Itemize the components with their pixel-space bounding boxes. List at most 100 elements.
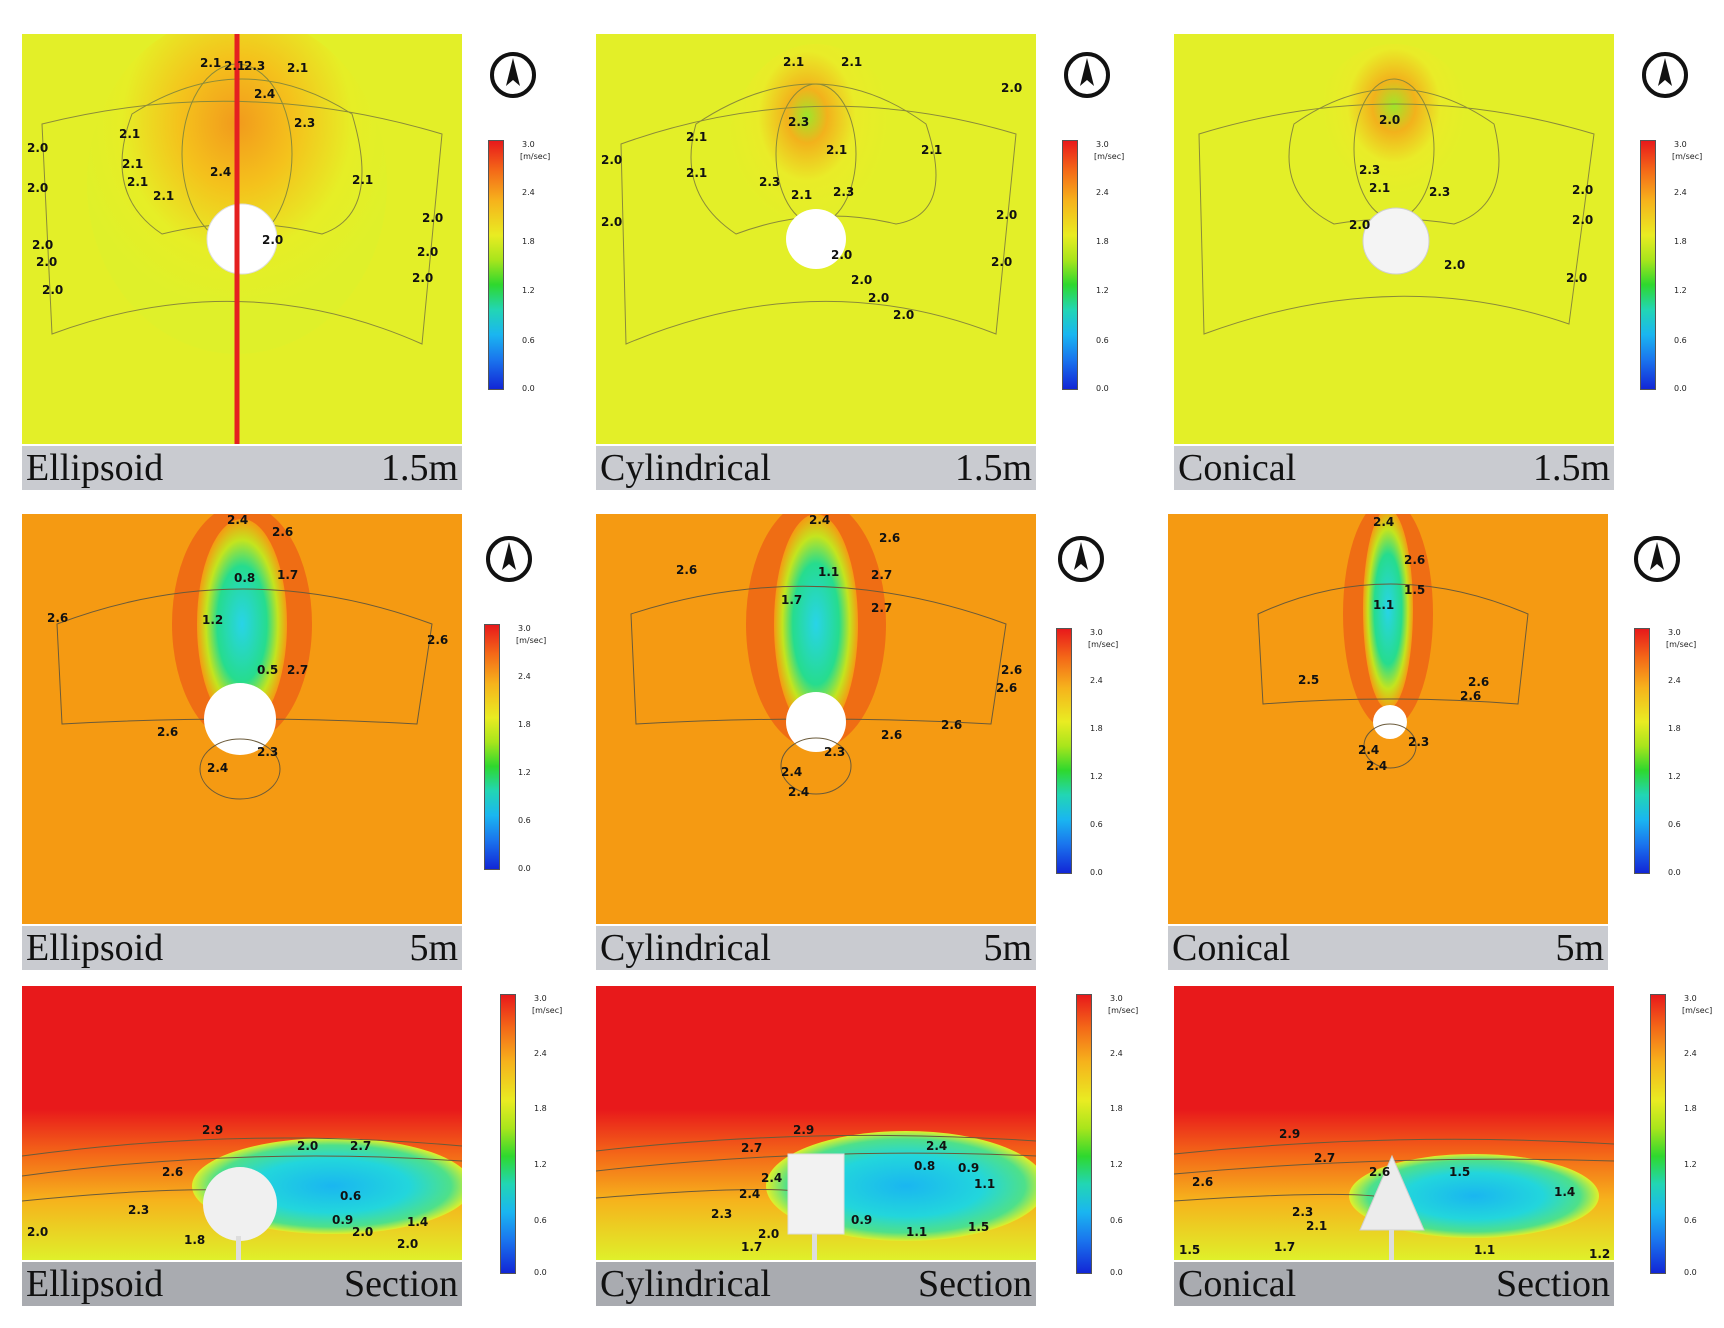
- shape-label: Ellipsoid: [26, 447, 164, 489]
- contour-label: 2.0: [1572, 183, 1593, 197]
- contour-label: 2.1: [119, 127, 140, 141]
- contour-plot: 2.1 2.1 2.0 2.1 2.3 2.1 2.1 2.3 2.1 2.3 …: [596, 34, 1036, 444]
- contour-label: 2.3: [1408, 735, 1429, 749]
- level-label: Section: [1496, 1263, 1610, 1305]
- contour-label: 2.4: [1366, 759, 1387, 773]
- contour-label: 2.6: [676, 563, 697, 577]
- contour-label: 1.7: [781, 593, 802, 607]
- contour-label: 2.7: [350, 1139, 371, 1153]
- contour-label: 2.3: [788, 115, 809, 129]
- contour-label: 1.5: [1404, 583, 1425, 597]
- panel-cylindrical-5m: 2.4 2.6 2.6 1.1 1.7 2.7 2.7 2.6 2.6 2.6 …: [596, 514, 1036, 970]
- contour-label: 2.0: [831, 248, 852, 262]
- contour-label: 2.1: [224, 59, 245, 73]
- contour-label: 1.5: [1449, 1165, 1470, 1179]
- contour-label: 2.1: [791, 188, 812, 202]
- contour-label: 2.1: [200, 56, 221, 70]
- contour-label: 2.4: [1373, 515, 1394, 529]
- contour-label: 2.0: [868, 291, 889, 305]
- contour-label: 1.7: [277, 568, 298, 582]
- contour-label: 1.1: [1373, 598, 1394, 612]
- contour-label: 2.0: [758, 1227, 779, 1241]
- contour-label: 2.0: [601, 215, 622, 229]
- contour-label: 1.2: [202, 613, 223, 627]
- contour-label: 2.4: [1358, 743, 1379, 757]
- contour-label: 2.0: [27, 181, 48, 195]
- panel-cylindrical-1-5m: 2.1 2.1 2.0 2.1 2.3 2.1 2.1 2.3 2.1 2.3 …: [596, 34, 1036, 490]
- contour-label: 2.0: [1566, 271, 1587, 285]
- contour-label: 2.0: [36, 255, 57, 269]
- contour-label: 0.5: [257, 663, 278, 677]
- panel-caption: Ellipsoid 1.5m: [22, 446, 462, 490]
- contour-label: 0.9: [851, 1213, 872, 1227]
- panel-caption: Cylindrical 1.5m: [596, 446, 1036, 490]
- panel-caption: Conical Section: [1174, 1262, 1614, 1306]
- contour-labels: 2.9 2.7 2.4 2.4 2.4 0.8 0.9 1.1 2.3 2.0 …: [711, 1123, 995, 1254]
- level-label: Section: [344, 1263, 458, 1305]
- contour-label: 2.1: [921, 143, 942, 157]
- contour-plot: 2.9 2.7 2.4 2.4 2.4 0.8 0.9 1.1 2.3 2.0 …: [596, 986, 1036, 1260]
- contour-label: 2.6: [272, 525, 293, 539]
- contour-label: 2.0: [32, 238, 53, 252]
- contour-labels: 2.4 2.6 2.6 1.1 1.7 2.7 2.7 2.6 2.6 2.6 …: [676, 514, 1022, 799]
- contour-label: 1.4: [407, 1215, 428, 1229]
- panel-caption: Ellipsoid Section: [22, 1262, 462, 1306]
- contour-label: 2.3: [294, 116, 315, 130]
- north-arrow-icon: [484, 534, 534, 584]
- contour-label: 2.4: [207, 761, 228, 775]
- contour-plot: 2.9 2.7 2.0 2.6 2.3 0.6 0.9 2.0 1.8 2.0 …: [22, 986, 462, 1260]
- contour-labels: 2.1 2.1 2.3 2.1 2.4 2.3 2.1 2.1 2.1 2.1 …: [27, 56, 443, 297]
- panel-cylindrical-section: 2.9 2.7 2.4 2.4 2.4 0.8 0.9 1.1 2.3 2.0 …: [596, 986, 1036, 1306]
- contour-label: 2.5: [1298, 673, 1319, 687]
- contour-label: 0.6: [340, 1189, 361, 1203]
- panel-conical-5m: 2.4 2.6 1.5 1.1 2.5 2.6 2.6 2.3 2.4 2.4 …: [1168, 514, 1608, 970]
- shape-label: Ellipsoid: [26, 927, 164, 969]
- contour-label: 1.5: [968, 1220, 989, 1234]
- contour-label: 2.4: [809, 514, 830, 527]
- contour-label: 2.1: [127, 175, 148, 189]
- contour-label: 1.1: [974, 1177, 995, 1191]
- contour-label: 2.6: [47, 611, 68, 625]
- shape-label: Cylindrical: [600, 1263, 771, 1305]
- contour-label: 2.1: [783, 55, 804, 69]
- contour-label: 2.9: [202, 1123, 223, 1137]
- level-label: 1.5m: [380, 447, 458, 489]
- contour-label: 2.3: [244, 59, 265, 73]
- contour-label: 2.0: [397, 1237, 418, 1251]
- contour-label: 2.1: [153, 189, 174, 203]
- shape-label: Conical: [1172, 927, 1291, 969]
- north-arrow-icon: [1640, 50, 1690, 100]
- contour-label: 2.1: [841, 55, 862, 69]
- contour-label: 1.4: [1554, 1185, 1575, 1199]
- contour-labels: 2.1 2.1 2.0 2.1 2.3 2.1 2.1 2.3 2.1 2.3 …: [601, 55, 1022, 322]
- level-label: 1.5m: [1532, 447, 1610, 489]
- contour-label: 2.6: [996, 681, 1017, 695]
- contour-label: 2.6: [879, 531, 900, 545]
- level-label: Section: [918, 1263, 1032, 1305]
- contour-label: 2.3: [824, 745, 845, 759]
- panel-caption: Cylindrical Section: [596, 1262, 1036, 1306]
- shape-label: Conical: [1178, 447, 1297, 489]
- contour-label: 2.1: [686, 166, 707, 180]
- contour-plot: 2.0 2.3 2.1 2.3 2.0 2.0 2.0 2.0 2.0: [1174, 34, 1614, 444]
- contour-label: 2.1: [352, 173, 373, 187]
- contour-label: 2.7: [871, 568, 892, 582]
- shape-label: Cylindrical: [600, 927, 771, 969]
- contour-label: 2.1: [1306, 1219, 1327, 1233]
- contour-label: 2.6: [157, 725, 178, 739]
- contour-label: 2.0: [1001, 81, 1022, 95]
- contour-label: 2.0: [1349, 218, 1370, 232]
- panel-caption: Conical 1.5m: [1174, 446, 1614, 490]
- contour-label: 2.6: [1460, 689, 1481, 703]
- level-label: 5m: [409, 927, 458, 969]
- contour-label: 2.0: [851, 273, 872, 287]
- contour-label: 2.3: [128, 1203, 149, 1217]
- contour-label: 2.4: [926, 1139, 947, 1153]
- contour-label: 2.6: [881, 728, 902, 742]
- contour-label: 2.0: [262, 233, 283, 247]
- contour-label: 2.4: [210, 165, 231, 179]
- panel-conical-1-5m: 2.0 2.3 2.1 2.3 2.0 2.0 2.0 2.0 2.0 Coni…: [1174, 34, 1614, 490]
- panel-conical-section: 2.9 2.7 2.6 2.6 2.3 1.5 1.4 2.1 1.7 1.5 …: [1174, 986, 1614, 1306]
- contour-label: 1.8: [184, 1233, 205, 1247]
- contour-label: 2.0: [412, 271, 433, 285]
